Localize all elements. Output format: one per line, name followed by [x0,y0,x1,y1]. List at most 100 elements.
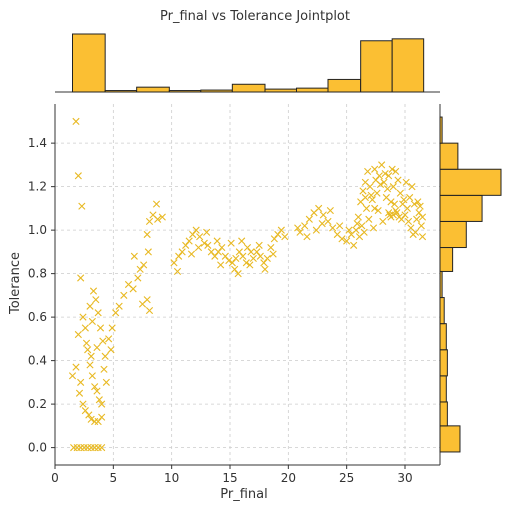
scatter-point [401,196,407,202]
scatter-point [135,275,141,281]
scatter-point [215,249,221,255]
scatter-point [82,325,88,331]
scatter-points [69,118,425,451]
top-histogram-bar [137,87,170,92]
right-histogram-bar [440,117,442,143]
x-axis-label: Pr_final [220,487,267,502]
scatter-point [416,210,422,216]
scatter-point [195,244,201,250]
scatter-point [238,238,244,244]
scatter-point [219,244,225,250]
scatter-point [282,233,288,239]
scatter-point [380,218,386,224]
scatter-point [144,231,150,237]
x-tick-label: 25 [339,471,354,485]
scatter-point [327,207,333,213]
scatter-point [222,253,228,259]
scatter-point [75,331,81,337]
scatter-point [98,414,104,420]
scatter-point [419,214,425,220]
right-histogram-bar [440,402,447,426]
scatter-point [244,244,250,250]
scatter-point [75,173,81,179]
scatter-point [131,253,137,259]
scatter-point [91,418,97,424]
scatter-point [320,212,326,218]
scatter-point [385,173,391,179]
grid-lines [55,104,440,465]
scatter-point [362,194,368,200]
right-marginal-histogram [440,104,501,465]
scatter-point [392,168,398,174]
scatter-point [411,201,417,207]
scatter-point [353,227,359,233]
y-tick-label: 0.6 [28,310,47,324]
scatter-point [378,162,384,168]
x-tick-label: 20 [281,471,296,485]
scatter-point [89,318,95,324]
scatter-point [108,347,114,353]
scatter-point [95,444,101,450]
y-tick-label: 0.8 [28,267,47,281]
scatter-point [144,297,150,303]
scatter-point [87,303,93,309]
scatter-point [100,338,106,344]
axes [51,104,440,469]
y-tick-label: 1.2 [28,180,47,194]
x-tick-label: 5 [110,471,118,485]
top-histogram-bar [169,91,201,92]
scatter-point [364,168,370,174]
scatter-point [369,196,375,202]
scatter-point [264,255,270,261]
scatter-point [77,379,83,385]
scatter-point [381,179,387,185]
x-tick-label: 15 [222,471,237,485]
scatter-point [97,325,103,331]
scatter-point [325,218,331,224]
scatter-point [228,240,234,246]
scatter-point [275,231,281,237]
right-histogram-bar [440,221,466,247]
scatter-point [105,336,111,342]
scatter-point [196,233,202,239]
x-tick-label: 10 [164,471,179,485]
scatter-point [146,307,152,313]
tick-labels: 0 5 10 15 20 25 30 0.0 0.2 0.4 0.6 0.8 1.0 1.2 1.4 [28,136,413,485]
scatter-point [102,353,108,359]
top-histogram-bar [265,89,297,92]
scatter-point [304,233,310,239]
scatter-point [268,244,274,250]
y-axis-label: Tolerance [8,252,23,315]
scatter-point [368,192,374,198]
scatter-point [93,297,99,303]
scatter-point [226,257,232,263]
y-tick-label: 0.0 [28,441,47,455]
scatter-point [103,379,109,385]
scatter-point [250,255,256,261]
scatter-point [413,216,419,222]
scatter-point [388,199,394,205]
right-histogram-bar [440,350,447,376]
scatter-point [336,223,342,229]
top-histogram-bar [297,88,329,92]
scatter-point [254,249,260,255]
scatter-point [77,275,83,281]
right-histogram-bar [440,169,501,195]
scatter-point [112,310,118,316]
scatter-point [270,251,276,257]
scatter-point [145,249,151,255]
scatter-point [175,253,181,259]
scatter-point [374,190,380,196]
scatter-point [360,188,366,194]
scatter-point [95,310,101,316]
scatter-point [319,220,325,226]
scatter-point [137,266,143,272]
scatter-point [261,260,267,266]
right-histogram-bar [440,376,446,402]
scatter-point [397,190,403,196]
top-histogram-bar [201,90,233,92]
scatter-point [109,325,115,331]
scatter-point [395,177,401,183]
top-histogram-bar [232,84,265,92]
